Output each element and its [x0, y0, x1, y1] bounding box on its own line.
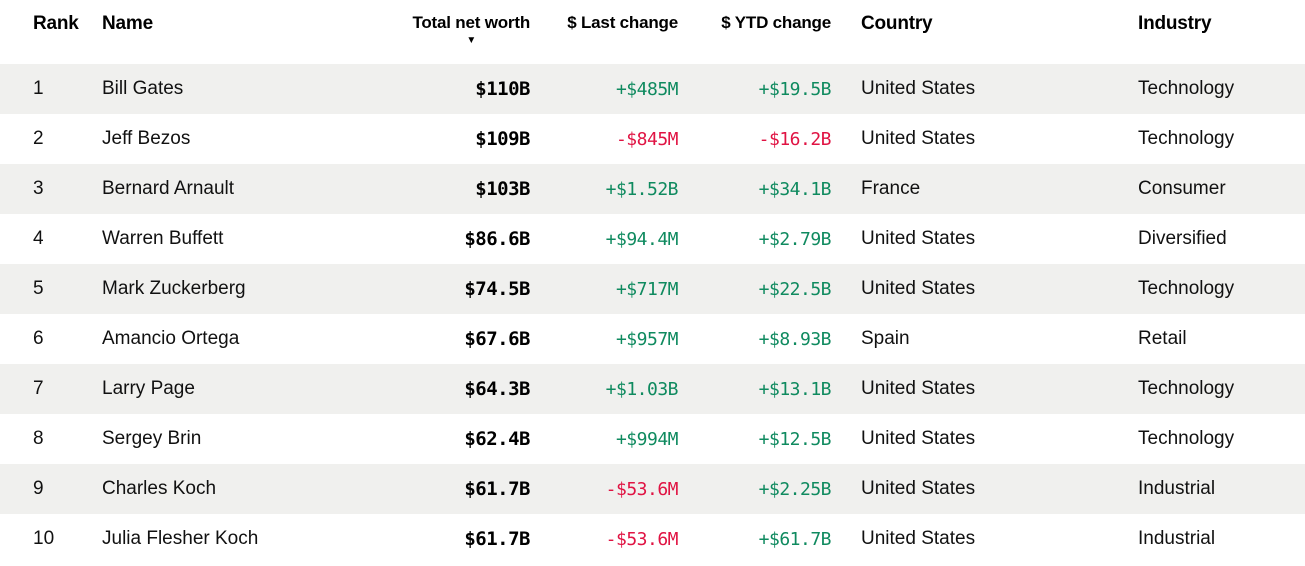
cell-country: United States	[861, 378, 976, 399]
cell-industry: Technology	[1138, 78, 1235, 99]
table-row[interactable]: 3 Bernard Arnault $103B +$1.52B +$34.1B …	[28, 164, 1305, 214]
cell-industry: Industrial	[1138, 478, 1216, 499]
cell-last-change: +$1.03B	[605, 378, 679, 400]
cell-net-worth: $62.4B	[464, 428, 530, 450]
cell-name: Amancio Ortega	[102, 328, 240, 349]
cell-ytd-change: +$2.79B	[758, 228, 832, 250]
cell-last-change: -$845M	[615, 128, 679, 150]
cell-ytd-change: +$2.25B	[758, 478, 832, 500]
column-header-country[interactable]: Country	[861, 13, 933, 34]
cell-last-change: +$994M	[615, 428, 679, 450]
cell-country: United States	[861, 78, 976, 99]
cell-rank: 8	[33, 428, 44, 449]
column-header-net-worth[interactable]: Total net worth ▼	[400, 13, 530, 46]
cell-net-worth: $61.7B	[464, 478, 530, 500]
cell-last-change: +$94.4M	[605, 228, 679, 250]
cell-industry: Technology	[1138, 128, 1235, 149]
cell-name: Sergey Brin	[102, 428, 202, 449]
cell-name: Bernard Arnault	[102, 178, 235, 199]
cell-ytd-change: +$34.1B	[758, 178, 832, 200]
cell-country: United States	[861, 128, 976, 149]
table-row[interactable]: 1 Bill Gates $110B +$485M +$19.5B United…	[28, 64, 1305, 114]
cell-country: France	[861, 178, 921, 199]
cell-ytd-change: +$8.93B	[758, 328, 832, 350]
cell-net-worth: $61.7B	[464, 528, 530, 550]
cell-country: United States	[861, 228, 976, 249]
cell-last-change: -$53.6M	[605, 478, 679, 500]
cell-ytd-change: +$13.1B	[758, 378, 832, 400]
cell-net-worth: $86.6B	[464, 228, 530, 250]
table-header-row: Rank Name Total net worth ▼ $ Last chang…	[28, 0, 1305, 64]
cell-rank: 3	[33, 178, 44, 199]
cell-industry: Retail	[1138, 328, 1187, 349]
cell-rank: 10	[33, 528, 55, 549]
cell-net-worth: $74.5B	[464, 278, 530, 300]
cell-last-change: +$717M	[615, 278, 679, 300]
cell-last-change: +$1.52B	[605, 178, 679, 200]
cell-ytd-change: +$19.5B	[758, 78, 832, 100]
cell-net-worth: $110B	[475, 78, 530, 100]
column-header-ytd-change[interactable]: $ YTD change	[721, 13, 831, 32]
cell-rank: 1	[33, 78, 44, 99]
cell-country: United States	[861, 428, 976, 449]
cell-ytd-change: +$22.5B	[758, 278, 832, 300]
column-header-net-worth-label: Total net worth	[412, 13, 530, 32]
cell-industry: Technology	[1138, 378, 1235, 399]
cell-industry: Consumer	[1138, 178, 1226, 199]
cell-net-worth: $103B	[475, 178, 530, 200]
cell-industry: Technology	[1138, 278, 1235, 299]
table-row[interactable]: 7 Larry Page $64.3B +$1.03B +$13.1B Unit…	[28, 364, 1305, 414]
cell-rank: 4	[33, 228, 44, 249]
cell-name: Julia Flesher Koch	[102, 528, 259, 549]
table-row[interactable]: 5 Mark Zuckerberg $74.5B +$717M +$22.5B …	[28, 264, 1305, 314]
cell-ytd-change: -$16.2B	[758, 128, 832, 150]
cell-name: Charles Koch	[102, 478, 217, 499]
table-body: 1 Bill Gates $110B +$485M +$19.5B United…	[28, 64, 1305, 564]
cell-country: Spain	[861, 328, 910, 349]
cell-country: United States	[861, 478, 976, 499]
cell-name: Jeff Bezos	[102, 128, 191, 149]
cell-rank: 5	[33, 278, 44, 299]
cell-rank: 7	[33, 378, 44, 399]
cell-name: Bill Gates	[102, 78, 184, 99]
column-header-name[interactable]: Name	[102, 13, 153, 34]
cell-name: Warren Buffett	[102, 228, 224, 249]
cell-industry: Diversified	[1138, 228, 1227, 249]
cell-industry: Technology	[1138, 428, 1235, 449]
cell-country: United States	[861, 528, 976, 549]
cell-last-change: +$485M	[615, 78, 679, 100]
column-header-last-change[interactable]: $ Last change	[567, 13, 678, 32]
cell-ytd-change: +$12.5B	[758, 428, 832, 450]
table-row[interactable]: 8 Sergey Brin $62.4B +$994M +$12.5B Unit…	[28, 414, 1305, 464]
column-header-industry[interactable]: Industry	[1138, 13, 1212, 34]
cell-last-change: -$53.6M	[605, 528, 679, 550]
cell-net-worth: $109B	[475, 128, 530, 150]
sort-desc-icon: ▼	[466, 35, 477, 47]
column-header-rank[interactable]: Rank	[33, 13, 79, 34]
cell-name: Mark Zuckerberg	[102, 278, 246, 299]
table-row[interactable]: 9 Charles Koch $61.7B -$53.6M +$2.25B Un…	[28, 464, 1305, 514]
cell-net-worth: $64.3B	[464, 378, 530, 400]
cell-country: United States	[861, 278, 976, 299]
table-row[interactable]: 6 Amancio Ortega $67.6B +$957M +$8.93B S…	[28, 314, 1305, 364]
table-row[interactable]: 2 Jeff Bezos $109B -$845M -$16.2B United…	[28, 114, 1305, 164]
cell-rank: 9	[33, 478, 44, 499]
table-row[interactable]: 4 Warren Buffett $86.6B +$94.4M +$2.79B …	[28, 214, 1305, 264]
cell-net-worth: $67.6B	[464, 328, 530, 350]
cell-industry: Industrial	[1138, 528, 1216, 549]
cell-last-change: +$957M	[615, 328, 679, 350]
cell-rank: 2	[33, 128, 44, 149]
table-row[interactable]: 10 Julia Flesher Koch $61.7B -$53.6M +$6…	[28, 514, 1305, 564]
cell-ytd-change: +$61.7B	[758, 528, 832, 550]
cell-rank: 6	[33, 328, 44, 349]
cell-name: Larry Page	[102, 378, 195, 399]
